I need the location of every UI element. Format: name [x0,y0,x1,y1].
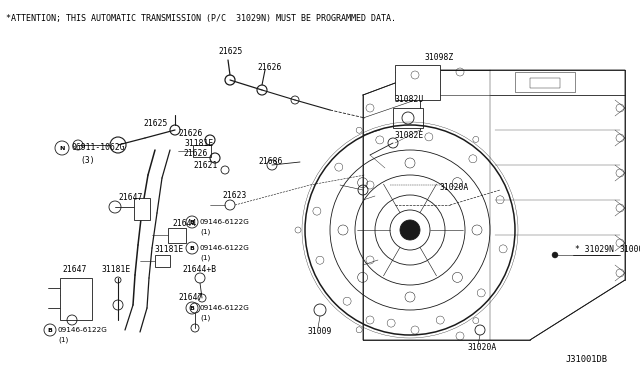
Text: 21647: 21647 [62,266,86,275]
Text: 31000: 31000 [620,246,640,254]
Bar [60,278,92,320]
Bar [134,198,150,220]
Text: N: N [60,145,65,151]
Bar [530,78,560,88]
Bar [393,108,423,128]
Bar [193,145,211,157]
Text: 21623: 21623 [222,190,246,199]
Text: 21647: 21647 [178,294,202,302]
Text: 06911-1062G: 06911-1062G [72,144,125,153]
Text: *ATTENTION; THIS AUTOMATIC TRANSMISSION (P/C  31029N) MUST BE PROGRAMMED DATA.: *ATTENTION; THIS AUTOMATIC TRANSMISSION … [6,14,396,23]
Text: 21686: 21686 [258,157,282,167]
Text: 31181E: 31181E [185,138,214,148]
Text: B: B [189,246,195,250]
Text: 31020A: 31020A [440,183,469,192]
Text: 21647: 21647 [118,193,142,202]
Circle shape [400,220,420,240]
Text: 09146-6122G: 09146-6122G [200,219,250,225]
Text: 31020A: 31020A [468,343,497,353]
Text: 31181E: 31181E [155,246,184,254]
Text: 31082E: 31082E [395,131,424,140]
Text: (3): (3) [80,155,95,164]
Text: 31098Z: 31098Z [425,52,454,61]
Text: 09146-6122G: 09146-6122G [58,327,108,333]
Bar [168,228,186,243]
Text: (1): (1) [200,255,211,261]
Text: 21644: 21644 [172,218,196,228]
Text: * 31029N: * 31029N [575,246,614,254]
Text: 21626: 21626 [257,64,282,73]
Text: J31001DB: J31001DB [565,356,607,365]
Text: 21644+B: 21644+B [182,266,216,275]
Text: B: B [189,305,195,311]
Text: (1): (1) [200,315,211,321]
Bar [515,72,575,92]
Text: 21625: 21625 [218,48,243,57]
Text: 31009: 31009 [308,327,332,337]
Text: 21626: 21626 [178,128,202,138]
Text: 09146-6122G: 09146-6122G [200,245,250,251]
Circle shape [552,252,558,258]
Bar [155,255,170,267]
Text: 31181E: 31181E [102,266,131,275]
Text: 31082U: 31082U [395,96,424,105]
Text: B: B [189,219,195,224]
Bar [395,65,440,100]
Text: 21621: 21621 [193,160,218,170]
Text: (1): (1) [58,337,68,343]
Text: 21626: 21626 [183,148,207,157]
Text: (1): (1) [200,229,211,235]
Text: 21625: 21625 [143,119,168,128]
Text: 09146-6122G: 09146-6122G [200,305,250,311]
Text: B: B [47,327,52,333]
